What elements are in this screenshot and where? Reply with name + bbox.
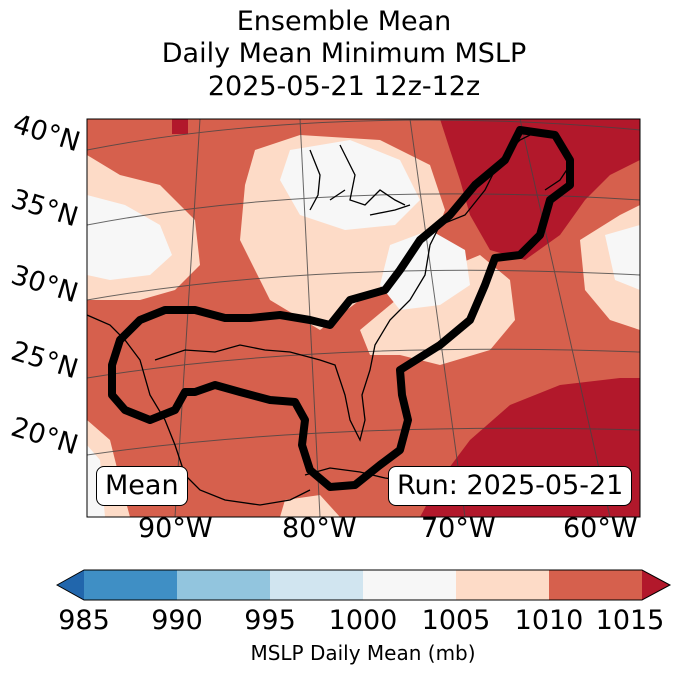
field-1000-1005-northeast	[380, 230, 470, 310]
lon-label-70w: 70°W	[421, 513, 496, 544]
colorbar-segment	[84, 570, 178, 600]
colorbar-extend-high	[642, 570, 670, 600]
colorbar-segment	[177, 570, 271, 600]
colorbar-segment	[363, 570, 457, 600]
field-1005-1010-midatlantic	[360, 255, 515, 365]
title-line-1: Ensemble Mean	[236, 6, 452, 37]
lon-label-80w: 80°W	[282, 513, 357, 544]
grid-lon-60w	[519, 119, 611, 517]
title-line-2: Daily Mean Minimum MSLP	[161, 38, 527, 69]
title-line-3: 2025-05-21 12z-12z	[207, 71, 481, 102]
mean-label-box: Mean	[96, 466, 188, 506]
grid-lat-20	[87, 427, 640, 456]
colorbar-tick-1000: 1000	[328, 605, 398, 636]
mean-contour	[108, 126, 574, 491]
colorbar-tick-1010: 1010	[514, 605, 584, 636]
lon-label-90w: 90°W	[138, 513, 213, 544]
colorbar-tick-1005: 1005	[421, 605, 491, 636]
grid-lat-30	[87, 269, 640, 301]
field-1005-1010-south	[280, 495, 340, 517]
run-label-box: Run: 2025-05-21	[388, 466, 633, 506]
grid-lon-90w	[174, 119, 201, 517]
great-lakes	[309, 144, 411, 216]
grid-lat-40	[87, 119, 640, 151]
grid-lat-25	[87, 348, 640, 379]
field-above-1015-northeast	[440, 119, 640, 260]
colorbar-outline	[55, 569, 672, 601]
field-1000-1005-west	[87, 195, 172, 280]
colorbar-tick-985: 985	[58, 605, 110, 636]
lon-label-60w: 60°W	[563, 513, 638, 544]
colorbar-label: MSLP Daily Mean (mb)	[250, 641, 476, 665]
colorbar-tick-990: 990	[151, 605, 203, 636]
field-above-1015-spot	[172, 119, 188, 134]
grid-lon-70w	[409, 119, 466, 517]
colorbar-extend-low	[57, 570, 84, 600]
colorbar-tick-1015: 1015	[595, 605, 665, 636]
colorbar-segment	[456, 570, 550, 600]
colorbar-segment	[549, 570, 643, 600]
colorbar-tick-995: 995	[244, 605, 296, 636]
map-frame	[86, 118, 641, 518]
colorbar-segment	[270, 570, 364, 600]
